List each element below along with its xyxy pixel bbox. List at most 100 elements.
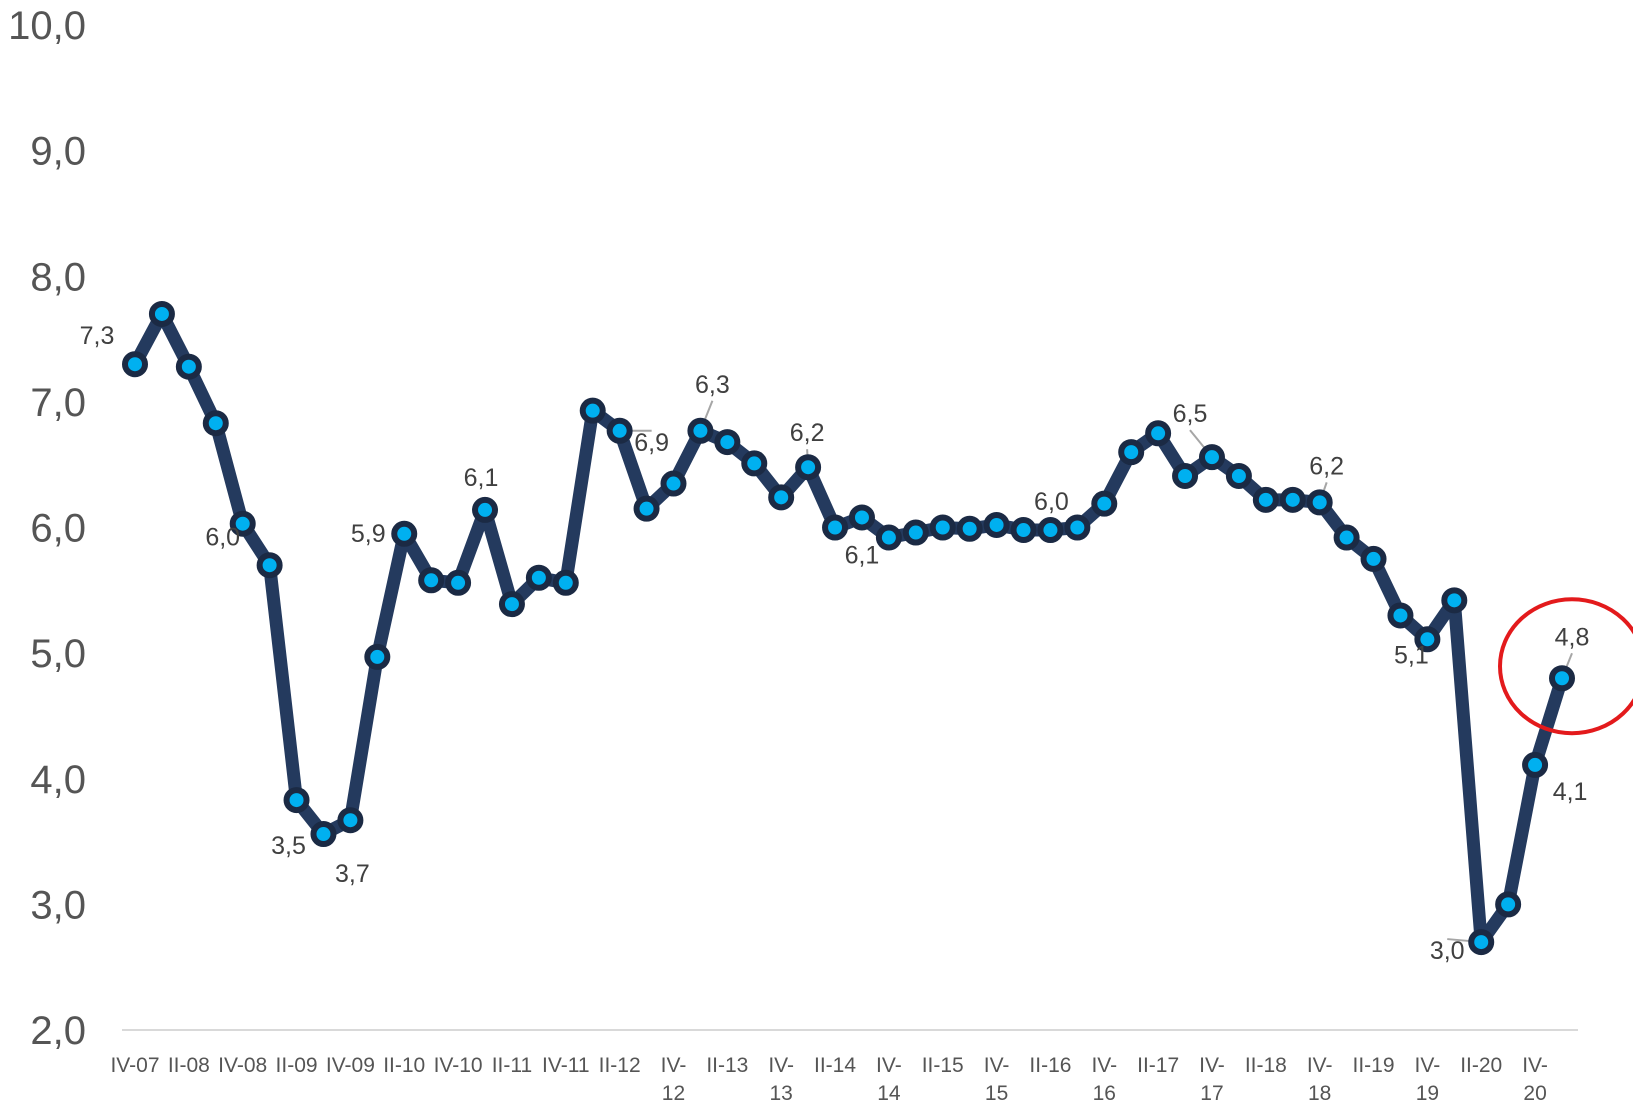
- x-tick-label: II-13: [706, 1054, 748, 1077]
- data-point: [1414, 626, 1441, 653]
- data-point: [822, 514, 849, 541]
- data-point: [1252, 486, 1279, 513]
- data-point: [1198, 444, 1225, 471]
- x-tick-label: II-12: [599, 1054, 641, 1077]
- y-tick-label: 2,0: [30, 1009, 86, 1053]
- data-label: 4,8: [1555, 623, 1590, 651]
- data-point: [1010, 517, 1037, 544]
- data-point: [929, 514, 956, 541]
- x-tick-label: 13: [770, 1082, 793, 1102]
- data-label: 5,1: [1394, 641, 1429, 669]
- data-label: 6,0: [1034, 488, 1069, 516]
- data-point: [633, 495, 660, 522]
- data-point: [1279, 486, 1306, 513]
- data-point: [364, 643, 391, 670]
- data-point: [1225, 462, 1252, 489]
- data-label: 4,1: [1553, 778, 1588, 806]
- data-point: [1145, 420, 1172, 447]
- data-labels: 7,3 6,0 3,5 3,7 5,9 6,1 6,9 6,3 6,2 6,1 6,0 6,5 6,2 5…: [80, 322, 1590, 965]
- data-point: [337, 807, 364, 834]
- highlight-circle: [1498, 597, 1633, 736]
- data-label: 6,1: [464, 464, 499, 492]
- data-point: [445, 569, 472, 596]
- y-tick-label: 4,0: [30, 758, 86, 802]
- x-tick-label: IV-07: [110, 1054, 159, 1077]
- data-point: [1118, 439, 1145, 466]
- data-label: 6,1: [845, 541, 880, 569]
- data-point: [418, 567, 445, 594]
- x-tick-label: IV-08: [218, 1054, 267, 1077]
- data-point: [1468, 929, 1495, 956]
- x-tick-label: II-09: [276, 1054, 318, 1077]
- y-tick-label: 8,0: [30, 255, 86, 299]
- x-tick-label: IV-: [661, 1054, 687, 1077]
- data-point: [1387, 602, 1414, 629]
- data-point: [552, 569, 579, 596]
- data-point: [902, 519, 929, 546]
- x-tick-label: IV-11: [542, 1054, 589, 1077]
- data-point: [1549, 665, 1575, 692]
- x-tick-label: II-17: [1137, 1054, 1179, 1077]
- data-point: [1064, 514, 1091, 541]
- y-tick-label: 6,0: [30, 507, 86, 551]
- x-tick-label: IV-09: [326, 1054, 375, 1077]
- data-point: [741, 450, 768, 477]
- x-tick-label: IV-: [1522, 1054, 1548, 1077]
- data-point: [875, 524, 902, 551]
- data-markers: [122, 300, 1575, 956]
- data-point: [525, 564, 552, 591]
- data-label: 6,0: [205, 524, 240, 552]
- x-tick-label: 17: [1200, 1082, 1223, 1102]
- x-tick-label: II-08: [168, 1054, 210, 1077]
- data-point: [229, 510, 256, 537]
- y-tick-label: 7,0: [30, 381, 86, 425]
- data-point: [256, 552, 283, 579]
- data-point: [1037, 517, 1064, 544]
- data-point: [1522, 751, 1549, 778]
- x-tick-label: IV-: [1415, 1054, 1441, 1077]
- data-label: 6,5: [1173, 400, 1208, 428]
- data-point: [175, 353, 202, 380]
- x-tick-label: IV-: [876, 1054, 902, 1077]
- data-point: [1172, 462, 1199, 489]
- data-point: [283, 787, 310, 814]
- data-label: 5,9: [351, 520, 386, 548]
- data-point: [606, 417, 633, 444]
- data-point: [795, 454, 822, 481]
- data-point: [472, 496, 499, 523]
- x-tick-label: II-11: [492, 1054, 532, 1077]
- data-point: [687, 417, 714, 444]
- y-axis: 2,0 3,0 4,0 5,0 6,0 7,0 8,0 9,0 10,0: [8, 4, 86, 1053]
- data-point: [148, 300, 175, 327]
- data-point: [848, 504, 875, 531]
- x-tick-label: IV-: [984, 1054, 1010, 1077]
- data-point: [1333, 524, 1360, 551]
- data-point: [660, 470, 687, 497]
- data-point: [714, 429, 741, 456]
- data-point: [498, 591, 525, 618]
- x-tick-label: II-18: [1245, 1054, 1287, 1077]
- data-point: [1360, 545, 1387, 572]
- data-point: [1441, 587, 1468, 614]
- data-label: 3,7: [335, 860, 370, 888]
- data-point: [202, 410, 229, 437]
- data-point: [310, 821, 337, 848]
- data-label: 3,0: [1430, 937, 1465, 965]
- data-point: [956, 515, 983, 542]
- x-tick-label: IV-: [1199, 1054, 1225, 1077]
- x-tick-label: 16: [1093, 1082, 1116, 1102]
- x-tick-label: IV-10: [434, 1054, 483, 1077]
- data-point: [122, 351, 148, 378]
- data-point: [391, 520, 418, 547]
- x-tick-label: II-19: [1353, 1054, 1395, 1077]
- x-tick-label: 12: [662, 1082, 685, 1102]
- x-tick-label: II-15: [922, 1054, 964, 1077]
- x-tick-label: 18: [1308, 1082, 1331, 1102]
- data-label: 7,3: [80, 322, 115, 350]
- x-tick-label: 14: [877, 1082, 901, 1102]
- x-tick-label: II-10: [383, 1054, 425, 1077]
- data-point: [579, 397, 606, 424]
- x-tick-label: IV-: [1307, 1054, 1333, 1077]
- x-tick-label: 20: [1523, 1082, 1546, 1102]
- x-tick-label: II-20: [1460, 1054, 1502, 1077]
